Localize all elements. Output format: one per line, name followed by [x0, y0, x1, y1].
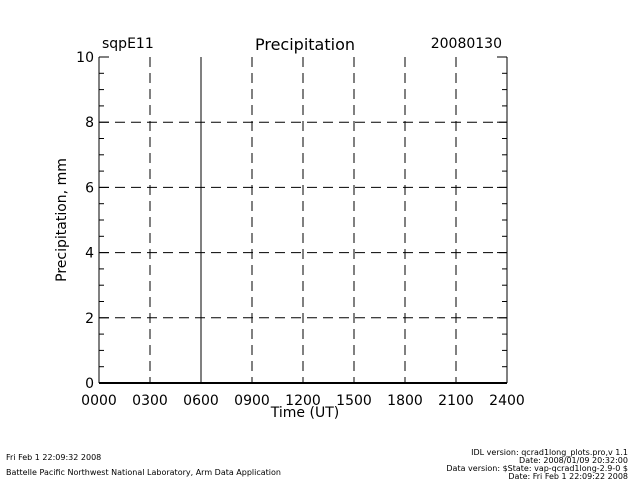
y-axis-label: Precipitation, mm	[54, 158, 70, 282]
y-tick-label: 8	[85, 115, 94, 131]
footer-data-version: Data version: $State: vap-qcrad1long-2.9…	[446, 464, 628, 473]
x-tick-label: 1800	[387, 393, 423, 409]
x-tick-label: 1200	[285, 393, 321, 409]
date-label: 20080130	[430, 36, 502, 52]
x-tick-label: 2100	[438, 393, 474, 409]
footer-idl-version: IDL version: qcrad1long_plots.pro,v 1.1	[471, 448, 628, 457]
x-tick-label: 0300	[132, 393, 168, 409]
footer-timestamp: Fri Feb 1 22:09:32 2008	[6, 453, 102, 462]
footer-data-date: Date: Fri Feb 1 22:09:22 2008	[508, 472, 628, 481]
x-tick-label: 1500	[336, 393, 372, 409]
y-tick-label: 2	[85, 311, 94, 327]
chart-title: Precipitation	[254, 35, 355, 54]
y-tick-label: 0	[85, 376, 94, 392]
x-tick-label: 0000	[81, 393, 117, 409]
x-tick-label: 2400	[489, 393, 525, 409]
y-tick-label: 10	[76, 50, 94, 66]
x-tick-label: 0600	[183, 393, 219, 409]
x-axis-label: Time (UT)	[270, 405, 340, 421]
y-tick-label: 4	[85, 246, 94, 262]
tick-labels: 0000 0300 0600 0900 1200 1500 1800 2100 2400 0 2 4 6…	[76, 50, 525, 409]
y-tick-label: 6	[85, 180, 94, 196]
tick-marks	[99, 56, 507, 384]
footer-lab-credit: Battelle Pacific Northwest National Labo…	[6, 468, 281, 477]
site-label: sqpE11	[102, 36, 154, 52]
footer-idl-date: Date: 2008/01/09 20:32:00	[519, 456, 628, 465]
grid-lines	[99, 57, 507, 383]
x-tick-label: 0900	[234, 393, 270, 409]
